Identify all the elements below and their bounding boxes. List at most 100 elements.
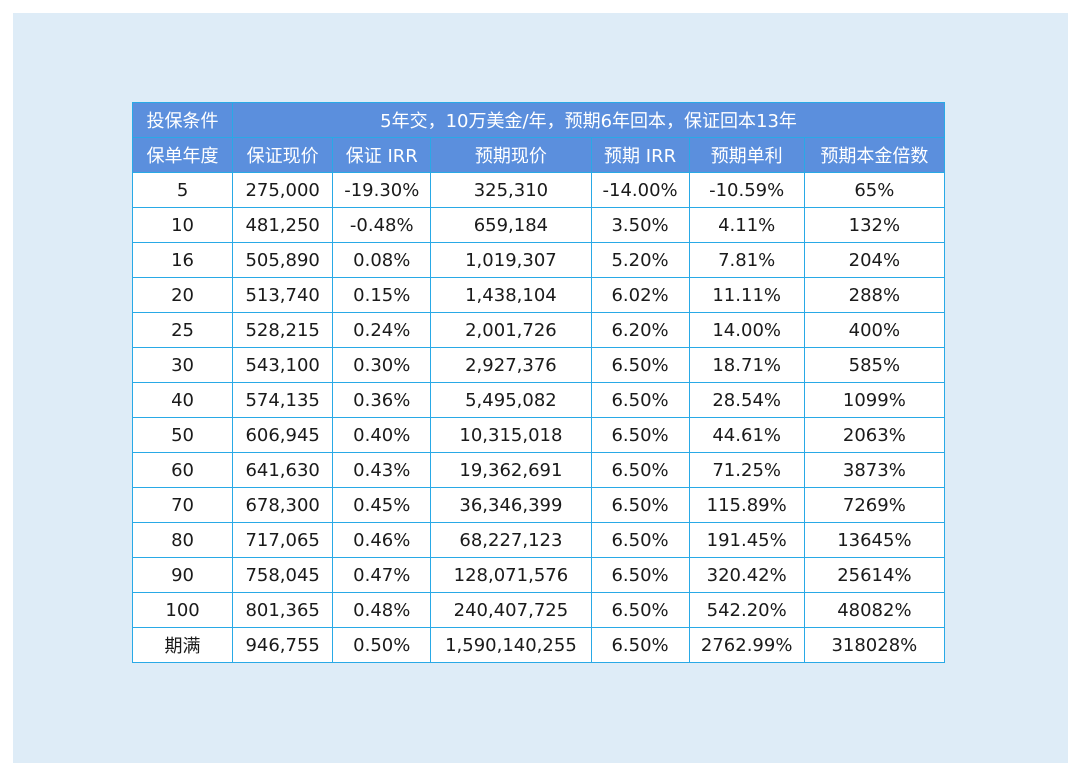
cell-expected-irr: 5.20%: [590, 242, 690, 278]
cell-expected-value: 19,362,691: [430, 452, 592, 488]
table-row: 16 505,890 0.08% 1,019,307 5.20% 7.81% 204%: [131, 242, 946, 278]
cell-expected-simple-interest: 2762.99%: [688, 627, 805, 663]
cell-policy-year: 25: [131, 312, 234, 348]
table-row: 10 481,250 -0.48% 659,184 3.50% 4.11% 132%: [131, 207, 946, 243]
cell-expected-multiple: 13645%: [803, 522, 946, 558]
cell-policy-year: 期满: [131, 627, 234, 663]
cell-policy-year: 30: [131, 347, 234, 383]
cell-expected-irr: 3.50%: [590, 207, 690, 243]
cell-expected-irr: 6.50%: [590, 592, 690, 628]
cell-expected-multiple: 288%: [803, 277, 946, 313]
cell-guaranteed-value: 505,890: [232, 242, 334, 278]
cell-expected-simple-interest: 44.61%: [688, 417, 805, 453]
cell-guaranteed-irr: 0.15%: [332, 277, 432, 313]
table-row: 30 543,100 0.30% 2,927,376 6.50% 18.71% 585%: [131, 347, 946, 383]
cell-expected-irr: 6.50%: [590, 417, 690, 453]
cell-expected-multiple: 48082%: [803, 592, 946, 628]
cell-expected-simple-interest: -10.59%: [688, 172, 805, 208]
cell-expected-multiple: 3873%: [803, 452, 946, 488]
cell-expected-irr: 6.20%: [590, 312, 690, 348]
cell-policy-year: 20: [131, 277, 234, 313]
cell-policy-year: 16: [131, 242, 234, 278]
cell-policy-year: 90: [131, 557, 234, 593]
cell-guaranteed-irr: 0.36%: [332, 382, 432, 418]
cell-guaranteed-irr: 0.47%: [332, 557, 432, 593]
cell-guaranteed-irr: 0.30%: [332, 347, 432, 383]
cell-guaranteed-irr: 0.50%: [332, 627, 432, 663]
cell-policy-year: 80: [131, 522, 234, 558]
cell-expected-multiple: 25614%: [803, 557, 946, 593]
header-policy-year: 保单年度: [131, 137, 234, 173]
cell-expected-value: 128,071,576: [430, 557, 592, 593]
cell-expected-value: 325,310: [430, 172, 592, 208]
cell-expected-irr: 6.50%: [590, 522, 690, 558]
cell-guaranteed-irr: -19.30%: [332, 172, 432, 208]
cell-guaranteed-value: 275,000: [232, 172, 334, 208]
cell-policy-year: 40: [131, 382, 234, 418]
cell-policy-year: 50: [131, 417, 234, 453]
cell-expected-multiple: 132%: [803, 207, 946, 243]
table-row: 90 758,045 0.47% 128,071,576 6.50% 320.42% 256…: [131, 557, 946, 593]
cell-expected-value: 1,438,104: [430, 277, 592, 313]
table-row: 70 678,300 0.45% 36,346,399 6.50% 115.89% 7269…: [131, 487, 946, 523]
cell-policy-year: 100: [131, 592, 234, 628]
cell-guaranteed-value: 678,300: [232, 487, 334, 523]
header-guaranteed-irr: 保证 IRR: [332, 137, 432, 173]
cell-expected-multiple: 2063%: [803, 417, 946, 453]
cell-expected-simple-interest: 542.20%: [688, 592, 805, 628]
cell-expected-irr: 6.50%: [590, 627, 690, 663]
cell-expected-value: 1,590,140,255: [430, 627, 592, 663]
cell-guaranteed-value: 717,065: [232, 522, 334, 558]
cell-guaranteed-irr: 0.45%: [332, 487, 432, 523]
cell-expected-irr: 6.50%: [590, 557, 690, 593]
cell-guaranteed-value: 801,365: [232, 592, 334, 628]
policy-value-table: 投保条件 5年交，10万美金/年，预期6年回本，保证回本13年 保单年度 保证现…: [131, 102, 946, 663]
cell-guaranteed-irr: 0.08%: [332, 242, 432, 278]
cell-guaranteed-value: 641,630: [232, 452, 334, 488]
cell-expected-value: 1,019,307: [430, 242, 592, 278]
table-row: 100 801,365 0.48% 240,407,725 6.50% 542.20% 48…: [131, 592, 946, 628]
cell-expected-simple-interest: 18.71%: [688, 347, 805, 383]
header-expected-value: 预期现价: [430, 137, 592, 173]
cell-guaranteed-irr: 0.24%: [332, 312, 432, 348]
cell-guaranteed-value: 513,740: [232, 277, 334, 313]
cell-policy-year: 60: [131, 452, 234, 488]
cell-expected-multiple: 7269%: [803, 487, 946, 523]
cell-expected-simple-interest: 14.00%: [688, 312, 805, 348]
table-row: 50 606,945 0.40% 10,315,018 6.50% 44.61% 2063%: [131, 417, 946, 453]
cell-expected-value: 659,184: [430, 207, 592, 243]
cell-expected-value: 2,927,376: [430, 347, 592, 383]
cell-expected-simple-interest: 191.45%: [688, 522, 805, 558]
table-row: 40 574,135 0.36% 5,495,082 6.50% 28.54% 1099%: [131, 382, 946, 418]
cell-expected-simple-interest: 4.11%: [688, 207, 805, 243]
header-expected-simple-interest: 预期单利: [688, 137, 805, 173]
header-guaranteed-value: 保证现价: [232, 137, 334, 173]
cell-guaranteed-value: 574,135: [232, 382, 334, 418]
cell-expected-value: 10,315,018: [430, 417, 592, 453]
condition-row: 投保条件 5年交，10万美金/年，预期6年回本，保证回本13年: [131, 102, 945, 138]
cell-expected-simple-interest: 71.25%: [688, 452, 805, 488]
cell-expected-simple-interest: 320.42%: [688, 557, 805, 593]
cell-policy-year: 70: [131, 487, 234, 523]
cell-expected-irr: 6.02%: [590, 277, 690, 313]
cell-expected-multiple: 204%: [803, 242, 946, 278]
column-header-row: 保单年度 保证现价 保证 IRR 预期现价 预期 IRR 预期单利 预期本金倍数: [131, 137, 946, 173]
cell-expected-simple-interest: 115.89%: [688, 487, 805, 523]
cell-expected-multiple: 400%: [803, 312, 946, 348]
cell-expected-simple-interest: 11.11%: [688, 277, 805, 313]
cell-expected-multiple: 1099%: [803, 382, 946, 418]
cell-expected-value: 240,407,725: [430, 592, 592, 628]
cell-expected-multiple: 65%: [803, 172, 946, 208]
cell-guaranteed-irr: -0.48%: [332, 207, 432, 243]
cell-policy-year: 10: [131, 207, 234, 243]
cell-policy-year: 5: [131, 172, 234, 208]
cell-expected-irr: 6.50%: [590, 347, 690, 383]
cell-expected-multiple: 318028%: [803, 627, 946, 663]
condition-label: 投保条件: [131, 102, 234, 138]
cell-expected-multiple: 585%: [803, 347, 946, 383]
cell-guaranteed-irr: 0.46%: [332, 522, 432, 558]
cell-expected-value: 68,227,123: [430, 522, 592, 558]
header-expected-multiple: 预期本金倍数: [803, 137, 946, 173]
cell-guaranteed-irr: 0.43%: [332, 452, 432, 488]
condition-text: 5年交，10万美金/年，预期6年回本，保证回本13年: [232, 102, 945, 138]
